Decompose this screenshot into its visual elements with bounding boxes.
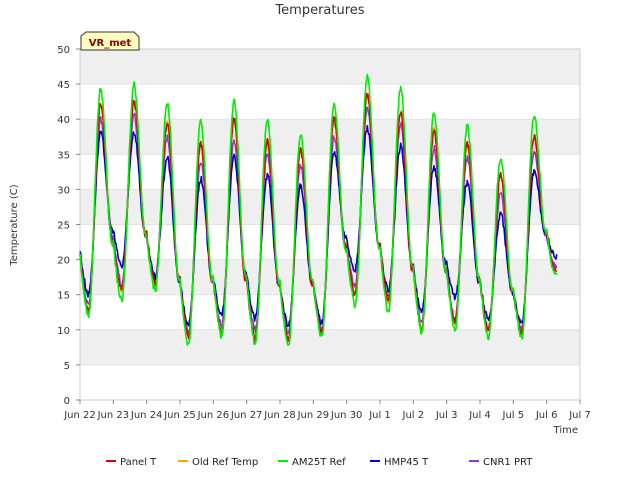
x-tick-label: Jun 27 <box>230 410 263 421</box>
series-line-am25t-ref <box>79 73 558 346</box>
legend-label: CNR1 PRT <box>483 457 533 468</box>
x-axis-label: Time <box>553 425 578 436</box>
badge-label: VR_met <box>89 38 132 49</box>
x-tick-label: Jul 4 <box>468 410 491 421</box>
x-tick-label: Jul 5 <box>502 410 525 421</box>
y-tick-label: 0 <box>64 396 70 407</box>
badge-shape <box>80 31 140 51</box>
y-axis-ticks: 0 5 10 15 20 25 30 35 40 45 50 <box>57 45 80 407</box>
x-tick-label: Jul 6 <box>535 410 558 421</box>
legend-item: AM25T Ref <box>278 457 346 468</box>
series-layer <box>79 73 558 346</box>
y-tick-label: 10 <box>57 326 70 337</box>
legend-label: AM25T Ref <box>292 457 346 468</box>
legend-item: CNR1 PRT <box>469 457 533 468</box>
grid-band <box>80 49 580 85</box>
legend: Panel T Old Ref Temp AM25T Ref HMP45 T CNR1 … <box>106 457 533 468</box>
x-axis-ticks: Jun 22 Jun 23 Jun 24 Jun 25 Jun 26 Jun 27 Jun … <box>63 400 591 421</box>
x-tick-label: Jul 7 <box>568 410 591 421</box>
y-tick-label: 5 <box>64 361 70 372</box>
legend-item: Old Ref Temp <box>178 457 258 468</box>
x-tick-label: Jun 30 <box>330 410 363 421</box>
x-tick-label: Jun 22 <box>63 410 96 421</box>
y-axis-label: Temperature (C) <box>9 184 20 266</box>
x-tick-label: Jun 28 <box>263 410 296 421</box>
y-tick-label: 20 <box>57 256 70 267</box>
chart-title: Temperatures <box>274 3 364 18</box>
y-tick-label: 30 <box>57 185 70 196</box>
series-line-hmp45-t <box>79 125 558 328</box>
y-tick-label: 25 <box>57 221 70 232</box>
x-tick-label: Jun 29 <box>297 410 330 421</box>
x-tick-label: Jun 26 <box>197 410 230 421</box>
legend-label: HMP45 T <box>384 457 429 468</box>
y-tick-label: 50 <box>57 45 70 56</box>
vr-met-badge: VR_met <box>80 31 140 51</box>
y-tick-label: 40 <box>57 115 70 126</box>
legend-label: Panel T <box>120 457 157 468</box>
legend-item: Panel T <box>106 457 157 468</box>
background-bands <box>80 49 580 365</box>
x-tick-label: Jul 2 <box>402 410 425 421</box>
legend-label: Old Ref Temp <box>192 457 258 468</box>
x-tick-label: Jun 24 <box>130 410 163 421</box>
x-tick-label: Jun 25 <box>163 410 196 421</box>
x-tick-label: Jul 1 <box>368 410 391 421</box>
y-tick-label: 45 <box>57 80 70 91</box>
grid-band <box>80 259 580 295</box>
x-tick-label: Jun 23 <box>97 410 130 421</box>
legend-item: HMP45 T <box>370 457 429 468</box>
x-tick-label: Jul 3 <box>435 410 458 421</box>
grid-band <box>80 329 580 365</box>
y-tick-label: 35 <box>57 150 70 161</box>
y-tick-label: 15 <box>57 291 70 302</box>
